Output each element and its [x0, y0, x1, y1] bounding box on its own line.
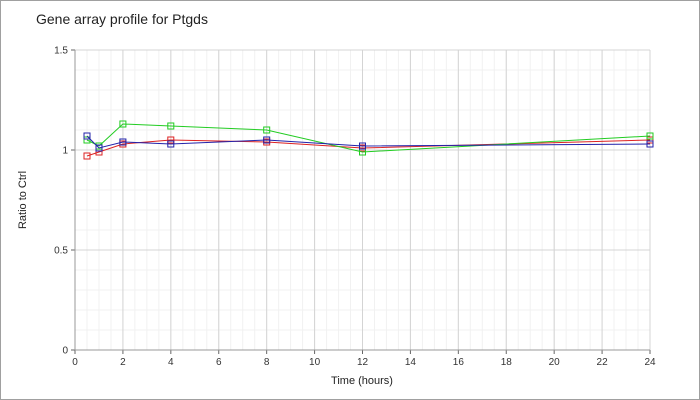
y-tick-label: 0 [62, 346, 68, 357]
data-point [119, 120, 127, 128]
x-axis-label: Time (hours) [331, 375, 393, 387]
data-point [646, 140, 654, 148]
data-point [263, 136, 271, 144]
series-line [86, 135, 651, 149]
axes [71, 49, 651, 354]
data-point [646, 136, 654, 144]
series-line [86, 139, 651, 157]
x-tick-label: 18 [501, 357, 513, 368]
x-tick-label: 14 [405, 357, 417, 368]
x-tick-label: 6 [216, 357, 222, 368]
x-tick-label: 2 [120, 357, 126, 368]
major-gridlines [74, 49, 651, 351]
series-group [83, 120, 654, 160]
chart-title: Gene array profile for Ptgds [36, 11, 208, 27]
series-line [86, 123, 651, 153]
data-point [263, 126, 271, 134]
data-point [119, 138, 127, 146]
x-tick-label: 20 [549, 357, 561, 368]
x-tick-label: 10 [309, 357, 321, 368]
data-point [359, 142, 366, 150]
y-tick-label: 1 [62, 146, 68, 157]
data-point [167, 122, 175, 130]
x-tick-label: 8 [264, 357, 270, 368]
x-tick-label: 12 [357, 357, 369, 368]
x-tick-label: 4 [168, 357, 174, 368]
data-point [95, 144, 103, 152]
data-point [83, 132, 91, 140]
x-tick-label: 22 [597, 357, 609, 368]
y-axis-label: Ratio to Ctrl [17, 171, 29, 229]
data-point [83, 152, 91, 160]
y-tick-label: 0.5 [54, 246, 68, 257]
x-tick-label: 24 [644, 357, 656, 368]
data-point [167, 140, 175, 148]
y-tick-label: 1.5 [54, 46, 68, 57]
x-tick-label: 0 [72, 357, 78, 368]
data-point [83, 136, 91, 144]
data-point [646, 132, 654, 140]
x-tick-label: 16 [453, 357, 465, 368]
data-point [167, 136, 175, 144]
series-3 [83, 132, 654, 152]
